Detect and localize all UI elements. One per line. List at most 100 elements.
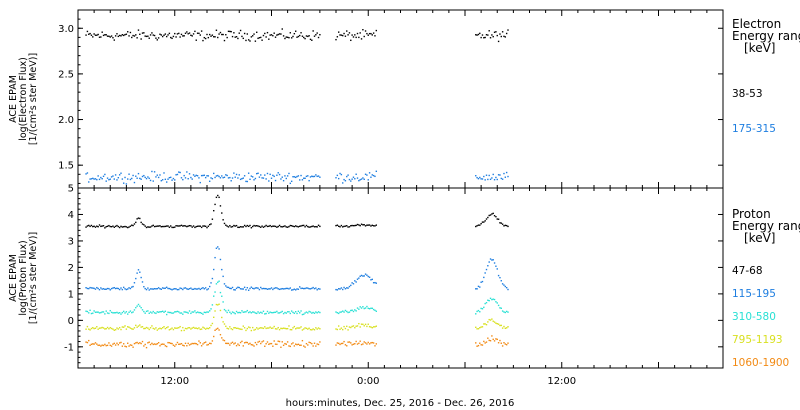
electron-data-point (129, 31, 132, 34)
electron-data-point (272, 34, 274, 37)
electron-data-point (137, 172, 140, 175)
proton-data-point (354, 309, 356, 311)
electron-ylabel-line1: ACE EPAM (8, 75, 19, 123)
proton-data-point (336, 224, 339, 226)
electron-data-point (350, 39, 352, 42)
proton-data-point (493, 215, 496, 217)
proton-data-point (157, 328, 160, 330)
proton-data-point (371, 278, 373, 281)
proton-data-point (368, 308, 371, 310)
proton-data-point (299, 344, 301, 346)
proton-ylabel: ACE EPAM log(Proton Flux) [1/(cm²s ster … (8, 232, 39, 324)
proton-data-point (90, 327, 93, 330)
proton-data-point (94, 342, 97, 344)
proton-data-point (165, 345, 168, 348)
proton-data-point (200, 287, 203, 290)
proton-data-point (204, 311, 207, 314)
proton-data-point (144, 312, 146, 314)
proton-data-point (139, 324, 141, 326)
proton-data-point (168, 329, 171, 331)
proton-data-point (277, 312, 279, 314)
proton-data-point (504, 224, 507, 227)
proton-data-point (319, 341, 321, 343)
proton-data-point (226, 311, 228, 314)
proton-data-point (265, 312, 267, 315)
proton-data-point (505, 310, 508, 313)
proton-data-point (289, 312, 292, 315)
proton-data-point (192, 288, 195, 290)
proton-data-point (118, 326, 121, 329)
proton-data-point (110, 287, 113, 290)
electron-data-point (317, 36, 320, 39)
electron-data-point (307, 175, 309, 177)
proton-data-point (292, 327, 294, 329)
proton-data-point (363, 325, 365, 327)
electron-data-point (274, 179, 277, 182)
electron-data-point (493, 31, 496, 33)
proton-data-point (375, 343, 378, 345)
electron-data-point (174, 32, 176, 35)
proton-data-point (128, 311, 130, 313)
proton-data-point (496, 302, 498, 304)
proton-data-point (204, 341, 207, 343)
proton-data-point (497, 323, 500, 325)
electron-data-point (163, 172, 165, 174)
electron-data-point (110, 176, 113, 178)
proton-data-point (484, 220, 486, 222)
electron-data-point (477, 33, 480, 36)
proton-data-point (127, 226, 129, 229)
proton-data-point (225, 310, 227, 312)
electron-data-point (131, 177, 133, 180)
electron-data-point (241, 35, 243, 38)
proton-data-point (159, 345, 161, 347)
electron-data-point (492, 35, 494, 38)
proton-data-point (202, 313, 204, 315)
electron-data-point (261, 177, 263, 179)
proton-data-point (98, 224, 101, 226)
proton-data-point (206, 226, 208, 229)
proton-data-point (102, 288, 105, 290)
proton-data-point (280, 311, 282, 314)
proton-data-point (151, 288, 153, 290)
electron-data-point (269, 34, 271, 36)
electron-data-point (296, 175, 298, 178)
proton-data-point (96, 286, 98, 289)
proton-data-point (485, 301, 488, 304)
proton-data-point (223, 308, 226, 311)
proton-data-point (269, 326, 271, 328)
proton-data-point (187, 327, 189, 329)
proton-data-point (221, 268, 223, 271)
electron-data-point (374, 35, 376, 37)
proton-data-point (360, 274, 363, 277)
proton-data-point (281, 327, 283, 330)
proton-data-point (165, 225, 168, 227)
proton-data-point (269, 224, 271, 227)
electron-data-point (145, 35, 148, 38)
proton-data-point (93, 343, 95, 345)
proton-data-point (304, 312, 306, 314)
electron-ytick-label: 3.0 (58, 24, 74, 35)
proton-data-point (335, 328, 337, 330)
proton-data-point (355, 340, 357, 343)
electron-data-point (94, 178, 97, 180)
proton-data-point (171, 327, 173, 329)
electron-data-point (234, 36, 236, 38)
proton-data-point (254, 341, 257, 344)
proton-data-point (315, 225, 317, 228)
electron-data-point (277, 33, 279, 36)
electron-data-point (340, 34, 343, 36)
proton-data-point (481, 308, 484, 310)
electron-data-point (256, 31, 258, 33)
proton-data-point (297, 226, 300, 228)
proton-data-point (346, 345, 348, 347)
proton-data-point (127, 288, 129, 290)
proton-data-point (145, 310, 148, 313)
proton-data-point (182, 225, 184, 227)
proton-data-point (262, 310, 265, 312)
proton-data-point (368, 343, 371, 345)
proton-data-point (496, 268, 498, 270)
proton-data-point (337, 312, 340, 315)
proton-data-point (313, 226, 316, 228)
proton-data-point (139, 217, 141, 220)
proton-data-point (127, 342, 129, 344)
